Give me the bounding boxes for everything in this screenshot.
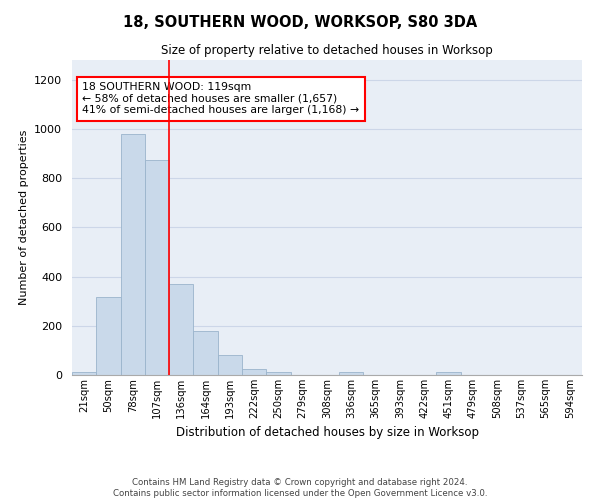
Bar	[145, 160, 169, 375]
Bar	[193, 330, 218, 375]
Bar	[169, 284, 193, 375]
Text: 18 SOUTHERN WOOD: 119sqm
← 58% of detached houses are smaller (1,657)
41% of sem: 18 SOUTHERN WOOD: 119sqm ← 58% of detach…	[82, 82, 359, 116]
Text: Contains HM Land Registry data © Crown copyright and database right 2024.
Contai: Contains HM Land Registry data © Crown c…	[113, 478, 487, 498]
Y-axis label: Number of detached properties: Number of detached properties	[19, 130, 29, 305]
X-axis label: Distribution of detached houses by size in Worksop: Distribution of detached houses by size …	[176, 426, 479, 440]
Bar	[436, 372, 461, 375]
Bar	[72, 372, 96, 375]
Bar	[242, 369, 266, 375]
Bar	[96, 298, 121, 375]
Bar	[121, 134, 145, 375]
Bar	[339, 372, 364, 375]
Text: 18, SOUTHERN WOOD, WORKSOP, S80 3DA: 18, SOUTHERN WOOD, WORKSOP, S80 3DA	[123, 15, 477, 30]
Title: Size of property relative to detached houses in Worksop: Size of property relative to detached ho…	[161, 44, 493, 58]
Bar	[218, 356, 242, 375]
Bar	[266, 372, 290, 375]
